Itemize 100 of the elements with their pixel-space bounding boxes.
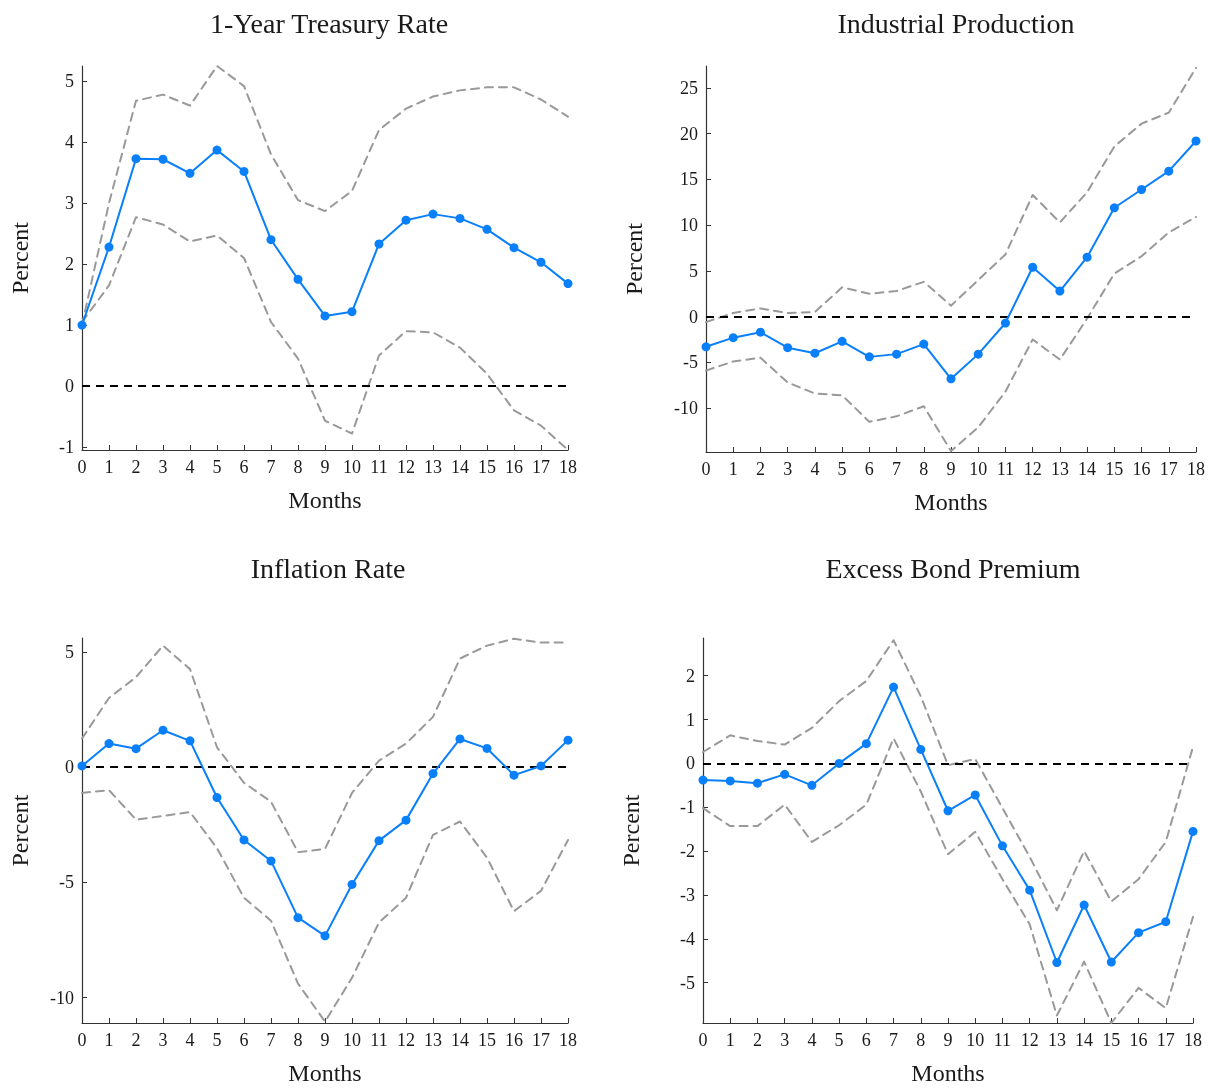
x-tick-label: 11 <box>993 1030 1012 1050</box>
point <box>131 744 141 754</box>
y-tick-label: 3 <box>65 193 74 214</box>
line-series <box>705 66 1197 324</box>
point <box>780 769 790 779</box>
y-tick-label: 5 <box>65 641 74 662</box>
point <box>563 735 573 745</box>
point <box>834 758 844 768</box>
y-tick-label: 20 <box>680 123 698 144</box>
point <box>1109 203 1119 213</box>
x-tick-label: 17 <box>532 457 550 477</box>
point <box>77 320 87 330</box>
x-tick-label: 1 <box>728 459 738 479</box>
y-tick-label: -10 <box>50 987 74 1008</box>
y-tick-label: 5 <box>689 260 698 281</box>
x-tick-label: 9 <box>946 459 956 479</box>
point <box>1025 885 1035 895</box>
point <box>347 879 357 889</box>
x-tick-label: 14 <box>1078 459 1097 479</box>
point <box>698 775 708 785</box>
point <box>293 913 303 923</box>
x-tick-label: 15 <box>1105 459 1124 479</box>
line-series <box>702 639 1194 912</box>
point <box>946 374 956 384</box>
point <box>1000 318 1010 328</box>
x-tick-label: 4 <box>810 459 820 479</box>
point <box>783 343 793 353</box>
x-tick-label: 1 <box>104 457 114 477</box>
y-tick-label: -1 <box>59 436 74 457</box>
point <box>563 279 573 289</box>
x-tick-label: 17 <box>1159 459 1178 479</box>
x-tick-label: 1 <box>104 1030 114 1050</box>
point <box>1052 957 1062 967</box>
x-tick-label: 12 <box>397 457 415 477</box>
point <box>77 761 87 771</box>
x-axis-title: Months <box>288 1060 362 1086</box>
y-tick-label: 25 <box>680 77 698 98</box>
point <box>725 776 735 786</box>
point <box>861 739 871 749</box>
y-tick-label: -1 <box>680 797 695 818</box>
point <box>374 836 384 846</box>
y-axis-title: Percent <box>7 794 33 867</box>
point <box>212 793 222 803</box>
y-tick-label: 2 <box>686 665 695 686</box>
y-tick-label: 10 <box>680 215 698 236</box>
point <box>701 342 711 352</box>
point <box>266 856 276 866</box>
y-tick-label: -5 <box>59 872 74 893</box>
point <box>997 841 1007 851</box>
point <box>455 213 465 223</box>
point <box>1137 184 1147 194</box>
point <box>455 734 465 744</box>
point <box>320 931 330 941</box>
x-tick-label: 11 <box>370 1030 388 1050</box>
point <box>536 257 546 267</box>
point <box>752 778 762 788</box>
x-tick-label: 13 <box>1047 1030 1066 1050</box>
x-tick-label: 14 <box>451 457 469 477</box>
y-tick-label: -2 <box>680 841 695 862</box>
point <box>158 154 168 164</box>
point <box>482 224 492 234</box>
x-tick-label: 3 <box>158 1030 168 1050</box>
y-tick-label: -10 <box>674 398 698 419</box>
x-tick-label: 9 <box>320 1030 330 1050</box>
x-tick-label: 12 <box>1023 459 1042 479</box>
chart-title: Inflation Rate <box>250 552 406 584</box>
x-tick-label: 5 <box>212 1030 222 1050</box>
point <box>428 209 438 219</box>
x-tick-label: 17 <box>1156 1030 1175 1050</box>
x-tick-label: 10 <box>343 1030 361 1050</box>
point <box>212 145 222 155</box>
y-tick-label: 1 <box>686 709 695 730</box>
y-tick-label: -3 <box>680 884 695 905</box>
point <box>1161 917 1171 927</box>
point <box>239 835 249 845</box>
point <box>185 736 195 746</box>
x-tick-label: 13 <box>1050 459 1069 479</box>
point <box>509 770 519 780</box>
point <box>1191 136 1201 146</box>
x-tick-label: 4 <box>807 1030 817 1050</box>
point <box>401 215 411 225</box>
x-tick-label: 16 <box>1129 1030 1148 1050</box>
x-tick-label: 2 <box>755 459 765 479</box>
x-tick-label: 11 <box>370 457 388 477</box>
x-tick-label: 6 <box>861 1030 871 1050</box>
y-axis-title: Percent <box>618 794 644 867</box>
x-tick-label: 12 <box>1020 1030 1039 1050</box>
x-tick-label: 14 <box>1075 1030 1094 1050</box>
point <box>1082 252 1092 262</box>
x-axis-title: Months <box>914 489 988 515</box>
x-tick-label: 2 <box>131 1030 141 1050</box>
x-tick-label: 9 <box>320 457 330 477</box>
x-tick-label: 5 <box>212 457 222 477</box>
x-tick-label: 10 <box>969 459 988 479</box>
point <box>482 743 492 753</box>
x-tick-label: 5 <box>834 1030 844 1050</box>
point <box>889 682 899 692</box>
point <box>1164 166 1174 176</box>
x-tick-label: 5 <box>837 459 847 479</box>
x-tick-label: 4 <box>185 457 195 477</box>
